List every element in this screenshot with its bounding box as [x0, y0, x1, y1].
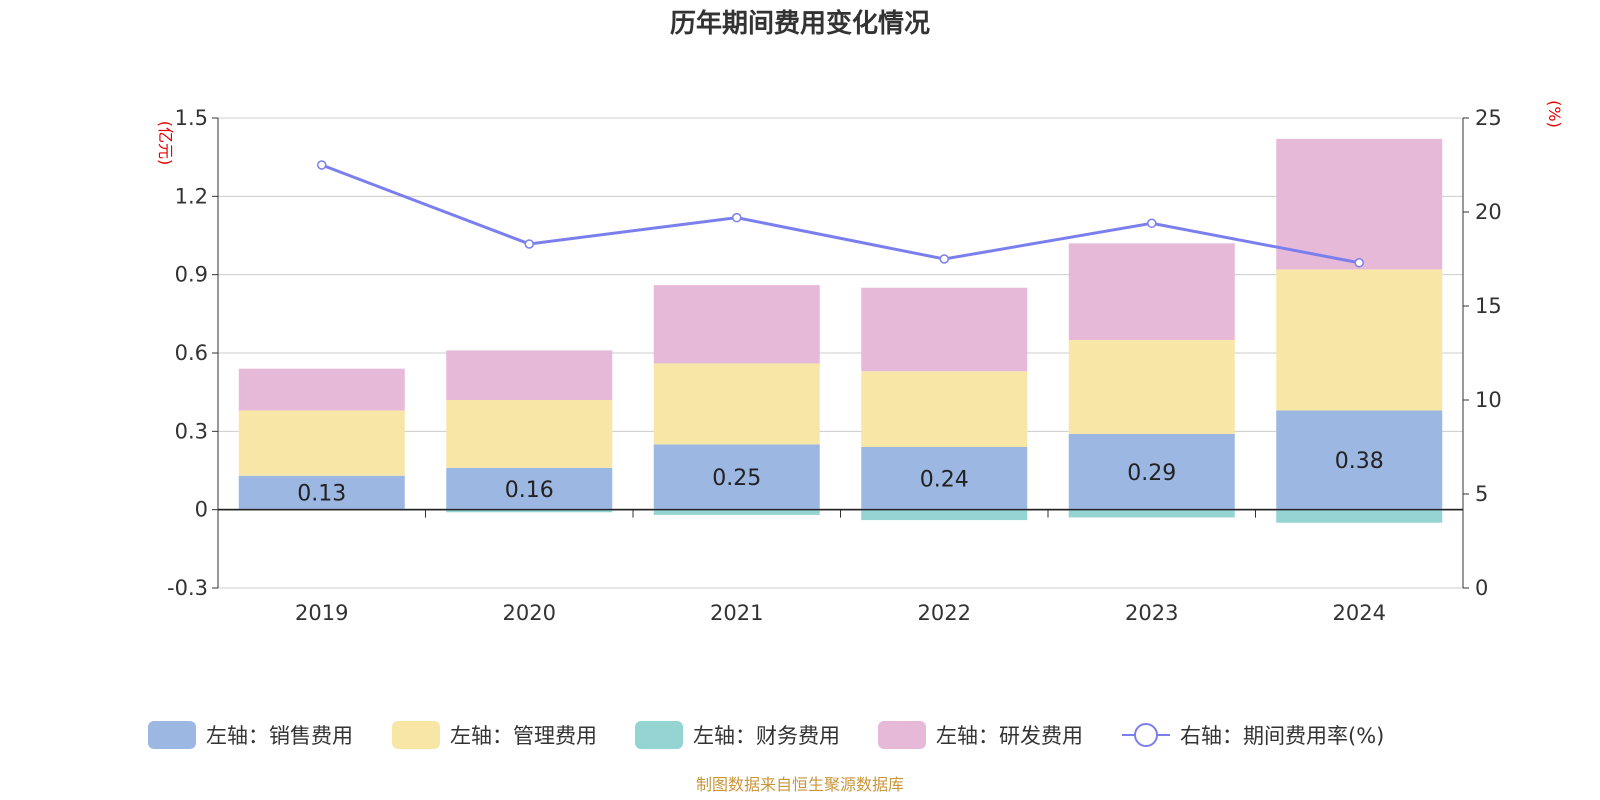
bar-研发费用-2020 [446, 350, 613, 400]
bar-销售费用-2019 [238, 475, 405, 510]
right-tick-label: 0 [1475, 576, 1488, 600]
data-label: 0.29 [1127, 461, 1176, 486]
bar-销售费用-2020 [446, 467, 613, 510]
category-label-2022: 2022 [918, 601, 971, 625]
rate-point-2019 [317, 160, 327, 170]
source-note: 制图数据来自恒生聚源数据库 [696, 775, 904, 794]
rate-point-2022 [939, 254, 949, 264]
rate-point-2021 [732, 212, 742, 223]
bar-研发费用-2023 [1068, 243, 1235, 340]
bar-销售费用-2024 [1276, 410, 1443, 510]
left-tick-label: 0 [195, 498, 208, 522]
bar-财务费用-2021 [653, 509, 820, 515]
legend-label: 左轴：研发费用 [936, 724, 1083, 748]
left-axis-unit: (亿元) [156, 121, 175, 166]
legend-swatch [635, 721, 683, 749]
left-tick-label: 0.9 [175, 263, 208, 287]
legend: 左轴：销售费用 左轴：管理费用 左轴：财务费用 左轴：研发费用 右轴：期间费用率(%) [148, 721, 1384, 749]
bar-财务费用-2023 [1068, 509, 1235, 518]
data-label: 0.13 [297, 482, 346, 507]
legend-swatch [392, 721, 440, 749]
category-label-2019: 2019 [295, 601, 348, 625]
left-tick-label: 1.2 [175, 184, 208, 208]
data-label: 0.38 [1335, 449, 1384, 474]
bar-财务费用-2024 [1276, 509, 1443, 523]
legend-marker [1134, 723, 1158, 747]
bar-管理费用-2021 [653, 363, 820, 445]
bars [238, 138, 1443, 523]
right-tick-label: 25 [1475, 106, 1502, 130]
right-axis-unit: (%) [1545, 100, 1564, 128]
legend-item-1[interactable]: 左轴：管理费用 [392, 721, 597, 749]
legend-label: 左轴：财务费用 [693, 724, 840, 748]
rate-point-2024 [1354, 258, 1364, 268]
data-label: 0.25 [712, 466, 761, 491]
category-label-2024: 2024 [1333, 601, 1386, 625]
bar-管理费用-2022 [861, 371, 1028, 447]
category-label-2021: 2021 [710, 601, 763, 625]
rate-point-2023 [1147, 218, 1157, 229]
legend-item-0[interactable]: 左轴：销售费用 [148, 721, 353, 749]
bar-财务费用-2022 [861, 509, 1028, 521]
bar-销售费用-2022 [861, 447, 1028, 510]
left-tick-label: 0.6 [175, 341, 208, 365]
legend-label: 左轴：销售费用 [206, 724, 353, 748]
right-tick-label: 10 [1475, 388, 1502, 412]
bar-研发费用-2022 [861, 287, 1028, 372]
category-label-2023: 2023 [1125, 601, 1178, 625]
rate-line [317, 160, 1364, 268]
legend-item-2[interactable]: 左轴：财务费用 [635, 721, 840, 749]
right-tick-label: 5 [1475, 482, 1488, 506]
legend-label: 左轴：管理费用 [450, 724, 597, 748]
axes: -0.3 0 0.3 0.6 0.9 1.2 1.5 0 5 10 15 20 25 2019 2020 20… [156, 100, 1564, 625]
chart-title: 历年期间费用变化情况 [670, 8, 930, 39]
bar-管理费用-2020 [446, 400, 613, 468]
bar-管理费用-2019 [238, 410, 405, 476]
bar-研发费用-2024 [1276, 138, 1443, 270]
bar-管理费用-2024 [1276, 269, 1443, 411]
legend-swatch [878, 721, 926, 749]
data-labels: 0.13 0.16 0.25 0.24 0.29 0.38 [218, 449, 1463, 511]
legend-swatch [148, 721, 196, 749]
bar-研发费用-2021 [653, 285, 820, 364]
bar-财务费用-2020 [446, 509, 613, 513]
bar-销售费用-2021 [653, 444, 820, 510]
bar-研发费用-2019 [238, 368, 405, 411]
rate-point-2020 [524, 239, 534, 249]
rate-line-path [321, 163, 1360, 265]
right-tick-label: 20 [1475, 200, 1502, 224]
bar-销售费用-2023 [1068, 433, 1235, 510]
left-tick-label: 1.5 [175, 106, 208, 130]
right-tick-label: 15 [1475, 294, 1502, 318]
legend-item-3[interactable]: 左轴：研发费用 [878, 721, 1083, 749]
left-tick-label: 0.3 [175, 419, 208, 443]
legend-item-4[interactable]: 右轴：期间费用率(%) [1122, 723, 1384, 748]
left-tick-label: -0.3 [167, 576, 208, 600]
data-label: 0.16 [505, 478, 554, 503]
data-label: 0.24 [920, 467, 969, 492]
legend-label: 右轴：期间费用率(%) [1180, 724, 1384, 748]
category-label-2020: 2020 [503, 601, 556, 625]
bar-管理费用-2023 [1068, 339, 1235, 434]
